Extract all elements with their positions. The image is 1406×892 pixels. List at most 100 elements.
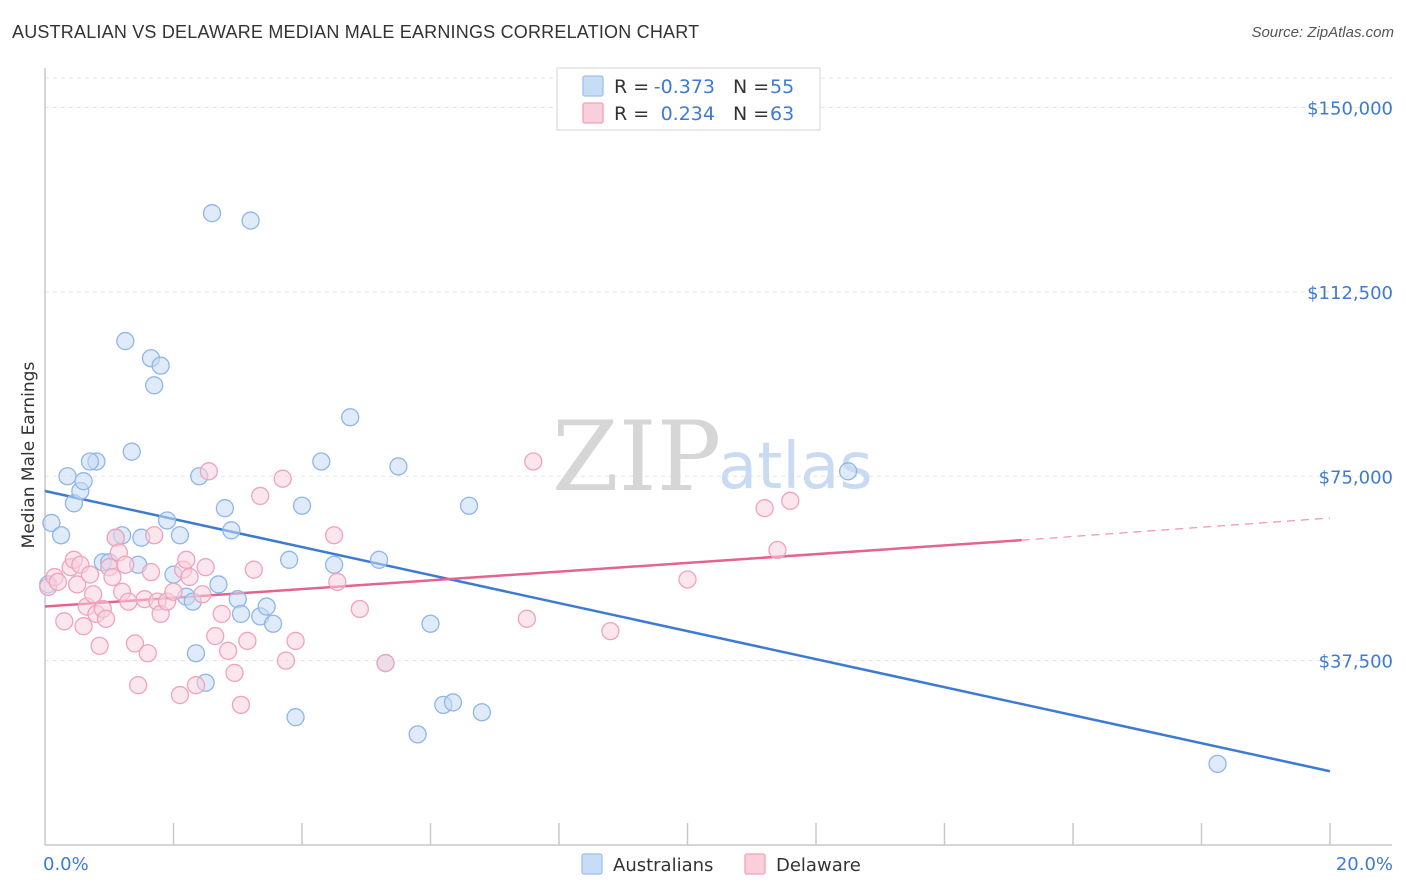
point-australians <box>116 331 135 351</box>
point-delaware <box>103 567 122 587</box>
point-delaware <box>164 582 183 601</box>
trend-line-australians <box>44 489 1331 773</box>
point-australians <box>151 356 170 375</box>
point-australians <box>222 521 241 540</box>
x-tick-labels: 0.0% 20.0% <box>43 854 1393 875</box>
point-delaware <box>755 499 774 518</box>
point-australians <box>443 693 463 712</box>
point-delaware <box>96 609 116 628</box>
point-australians <box>369 550 389 569</box>
point-australians <box>42 513 61 533</box>
point-australians <box>186 644 206 663</box>
point-australians <box>279 550 299 569</box>
point-delaware <box>180 567 199 587</box>
point-australians <box>122 442 141 461</box>
point-delaware <box>238 631 257 651</box>
point-australians <box>74 472 93 491</box>
point-australians <box>228 590 247 609</box>
point-australians <box>257 597 276 616</box>
bottom-legend-swatch-delaware <box>744 853 766 875</box>
point-delaware <box>193 585 212 604</box>
point-delaware <box>781 491 800 510</box>
point-delaware <box>244 560 263 579</box>
point-australians <box>145 376 164 395</box>
point-australians <box>215 499 235 518</box>
point-delaware <box>116 555 135 574</box>
point-australians <box>324 555 344 574</box>
bottom-legend-label-delaware: Delaware <box>776 855 861 876</box>
point-delaware <box>80 565 100 584</box>
point-delaware <box>273 469 292 488</box>
legend-r-value: 0.234 <box>661 103 715 125</box>
x-tick-label-min: 0.0% <box>43 854 89 875</box>
y-axis-title: Median Male Earnings <box>19 362 39 549</box>
chart-title: AUSTRALIAN VS DELAWARE MEDIAN MALE EARNI… <box>12 22 700 42</box>
point-australians <box>312 452 331 471</box>
point-delaware <box>225 663 244 683</box>
point-delaware <box>350 599 369 619</box>
watermark-zip: ZIP <box>552 401 721 513</box>
point-australians <box>292 496 312 515</box>
point-delaware <box>218 641 238 660</box>
point-delaware <box>196 558 215 577</box>
point-australians <box>459 496 479 515</box>
y-tick-label: $75,000 <box>1319 467 1393 488</box>
point-delaware <box>67 575 87 594</box>
point-delaware <box>129 676 148 695</box>
point-delaware <box>90 636 109 656</box>
point-delaware <box>199 462 218 481</box>
point-delaware <box>177 550 196 569</box>
point-delaware <box>145 526 164 545</box>
point-australians <box>170 526 190 545</box>
point-delaware <box>138 644 157 663</box>
point-australians <box>421 614 440 633</box>
legend-n-label: N = <box>733 76 769 98</box>
point-australians <box>838 462 858 481</box>
point-delaware <box>119 592 138 611</box>
legend-r-label: R = <box>614 103 649 125</box>
point-australians <box>263 614 283 633</box>
legend-n-label: N = <box>733 103 769 125</box>
bottom-legend: Australians Delaware <box>581 853 861 876</box>
point-delaware <box>376 653 395 673</box>
point-delaware <box>170 685 190 705</box>
legend-swatch-delaware <box>582 102 604 124</box>
point-delaware <box>768 540 787 560</box>
point-delaware <box>286 631 305 651</box>
legend: R = -0.373 N = 55 R = 0.234 N = 63 <box>556 67 821 131</box>
point-delaware <box>678 570 697 589</box>
y-tick-label: $112,500 <box>1307 283 1393 304</box>
point-delaware <box>324 526 344 545</box>
legend-swatch-australians <box>582 75 604 97</box>
chart-source: Source: ZipAtlas.com <box>1251 24 1394 41</box>
point-delaware <box>601 621 620 641</box>
point-delaware <box>517 609 537 628</box>
bottom-legend-swatch-australians <box>581 853 603 875</box>
x-tick-label-max: 20.0% <box>1336 854 1393 875</box>
point-delaware <box>141 562 161 582</box>
point-delaware <box>524 452 543 471</box>
point-delaware <box>74 617 93 636</box>
y-tick-labels: $37,500 $75,000 $112,500 $150,000 <box>1307 99 1393 673</box>
point-australians <box>1208 754 1227 774</box>
data-points <box>39 204 1227 774</box>
point-delaware <box>55 612 74 631</box>
bottom-legend-label-australians: Australians <box>613 855 713 876</box>
point-australians <box>341 408 360 427</box>
point-australians <box>58 467 77 486</box>
point-australians <box>157 511 177 530</box>
point-delaware <box>106 528 125 547</box>
legend-n-value: 63 <box>770 103 794 125</box>
point-delaware <box>328 572 347 592</box>
point-australians <box>51 526 71 545</box>
point-australians <box>202 204 222 223</box>
point-delaware <box>125 634 145 653</box>
point-delaware <box>212 604 231 624</box>
legend-n-value: 55 <box>770 76 794 98</box>
y-tick-label: $37,500 <box>1319 652 1393 673</box>
point-australians <box>209 575 228 594</box>
point-australians <box>472 703 492 722</box>
point-delaware <box>231 695 251 715</box>
axes <box>44 68 1392 846</box>
